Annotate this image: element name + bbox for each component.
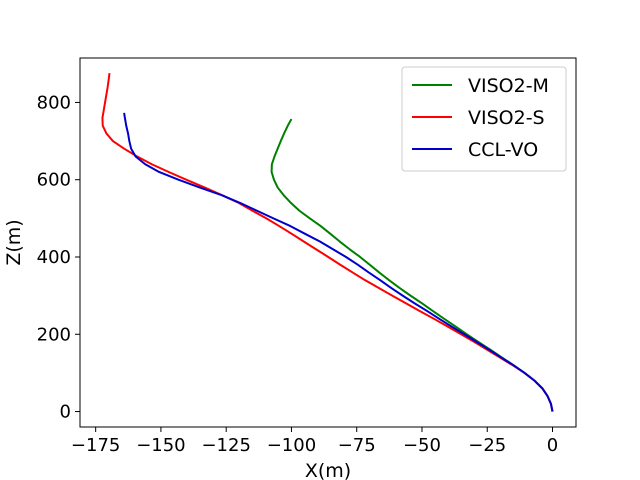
- legend-label-ccl-vo: CCL-VO: [468, 139, 538, 161]
- x-tick-label: −150: [136, 435, 185, 456]
- y-tick-label: 0: [60, 402, 71, 423]
- x-tick-label: −25: [468, 435, 506, 456]
- y-tick-label: 400: [37, 247, 71, 268]
- y-tick-label: 600: [37, 170, 71, 191]
- series-line-ccl-vo: [123, 112, 554, 412]
- legend-box: [401, 66, 567, 172]
- x-tick-label: −50: [403, 435, 441, 456]
- x-tick-label: −125: [201, 435, 250, 456]
- y-ticks: 0 200 400 600 800: [37, 92, 80, 423]
- series-layer: [101, 72, 554, 412]
- x-tick-label: −100: [267, 435, 316, 456]
- x-ticks: −175 −150 −125 −100 −75 −50 −25 0: [71, 427, 558, 456]
- x-axis-label: X(m): [305, 460, 351, 480]
- y-tick-label: 200: [37, 324, 71, 345]
- y-tick-label: 800: [37, 92, 71, 113]
- legend-label-viso2-m: VISO2-M: [468, 75, 549, 97]
- x-tick-label: 0: [547, 435, 558, 456]
- legend-label-viso2-s: VISO2-S: [468, 107, 545, 129]
- y-axis-label: Z(m): [3, 219, 25, 265]
- plot-frame: [79, 57, 577, 428]
- x-tick-label: −175: [71, 435, 120, 456]
- legend-items: VISO2-M VISO2-S CCL-VO: [412, 75, 549, 161]
- x-tick-label: −75: [338, 435, 376, 456]
- legend: VISO2-M VISO2-S CCL-VO: [401, 66, 567, 172]
